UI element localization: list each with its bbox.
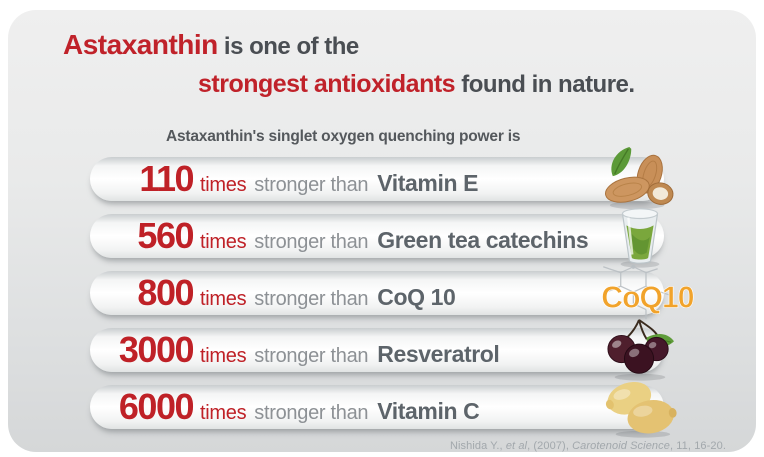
comparison-row-vitamin-c: 6000 times stronger than Vitamin C <box>90 381 677 438</box>
comparison-list: 110 times stronger than Vitamin E <box>90 146 695 442</box>
target-name: Vitamin E <box>377 170 479 196</box>
comparison-row-resveratrol: 3000 times stronger than Resveratrol <box>90 319 674 381</box>
target-name: Resveratrol <box>377 341 500 367</box>
comparison-label: stronger than <box>254 345 369 367</box>
target-name: Vitamin C <box>377 398 480 424</box>
comparison-label: stronger than <box>254 231 369 253</box>
multiplier-value: 560 <box>137 215 194 256</box>
times-label: times <box>200 402 247 424</box>
lemons-icon <box>595 373 685 441</box>
coq10-logo-text: CoQ10 <box>601 282 693 315</box>
target-name: Green tea catechins <box>377 227 589 253</box>
times-label: times <box>200 345 247 367</box>
citation-pages: , 11, 16-20. <box>669 440 726 452</box>
title-line2-rest: found in nature. <box>455 71 635 98</box>
comparison-label: stronger than <box>254 402 369 424</box>
citation-year: , (2007), <box>527 440 573 452</box>
multiplier-value: 6000 <box>118 386 195 427</box>
comparison-label: stronger than <box>254 288 369 310</box>
almonds-icon <box>595 145 685 213</box>
infographic-card: Astaxanthin is one of the strongest anti… <box>8 10 756 452</box>
multiplier-value: 3000 <box>118 329 195 370</box>
multiplier-value: 800 <box>137 272 194 313</box>
coq10-logo-icon: CoQ10 <box>588 259 703 327</box>
comparison-row-coq10: 800 times stronger than CoQ 10 CoQ10 <box>90 264 695 320</box>
berries-icon <box>595 316 685 384</box>
target-name: CoQ 10 <box>377 284 456 310</box>
comparison-row-green-tea: 560 times stronger than Green tea catech… <box>90 208 664 268</box>
citation: Nishida Y., et al, (2007), Carotenoid Sc… <box>8 440 726 452</box>
comparison-row-vitamin-e: 110 times stronger than Vitamin E <box>90 146 674 210</box>
times-label: times <box>200 288 247 310</box>
subtitle: Astaxanthin's singlet oxygen quenching p… <box>166 128 521 145</box>
multiplier-value: 110 <box>139 158 194 199</box>
citation-source: Carotenoid Science <box>572 440 670 452</box>
title-line1-rest: is one of the <box>217 33 359 60</box>
page-title: Astaxanthin is one of the strongest anti… <box>63 28 635 105</box>
green-tea-glass-icon <box>595 202 685 270</box>
times-label: times <box>200 174 247 196</box>
citation-authors: Nishida Y., <box>449 440 506 452</box>
times-label: times <box>200 231 247 253</box>
comparison-label: stronger than <box>254 174 369 196</box>
title-keyword-strongest-antioxidants: strongest antioxidants <box>198 70 456 98</box>
title-keyword-astaxanthin: Astaxanthin <box>63 29 218 60</box>
citation-etal: et al <box>505 440 528 452</box>
